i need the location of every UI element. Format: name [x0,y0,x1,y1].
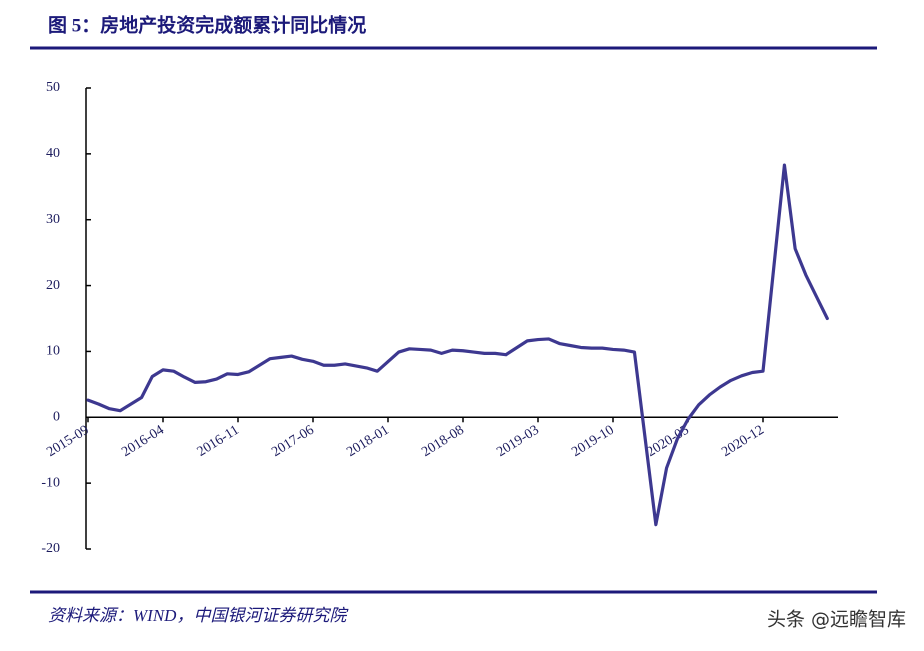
y-tick-label: 40 [46,146,60,161]
y-tick-label: 0 [53,410,60,425]
data-line [86,163,829,527]
y-tick-label: 30 [46,212,60,227]
y-tick-label: -20 [41,541,60,556]
watermark: 头条 @远瞻智库 [767,609,906,631]
source-note: 资料来源：WIND，中国银河证券研究院 [48,606,349,625]
y-tick-label: -10 [41,475,60,490]
y-tick-label: 50 [46,80,60,95]
y-tick-label: 10 [46,344,60,359]
y-tick-label: 20 [46,278,60,293]
chart-title: 图 5：房地产投资完成额累计同比情况 [48,13,366,36]
